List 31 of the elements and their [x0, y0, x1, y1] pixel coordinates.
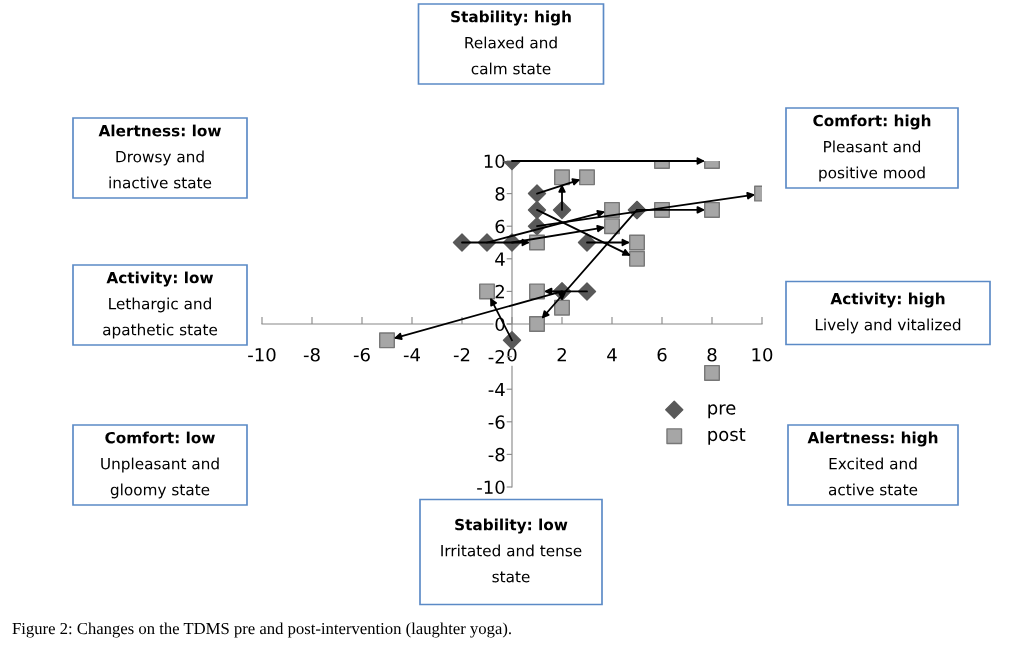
x-tick-label: -6	[353, 347, 370, 362]
legend-label: pre	[708, 404, 736, 419]
y-tick-label: -10	[477, 480, 505, 495]
y-tick-label: 10	[484, 154, 505, 169]
x-tick-label: 4	[607, 348, 617, 362]
x-tick-label: -4	[403, 348, 420, 362]
x-tick-label: 10	[752, 347, 773, 362]
x-tick-label: -8	[303, 347, 320, 362]
legend-label: post	[708, 428, 746, 445]
text: Stability: high Relaxed and calm state	[451, 10, 571, 75]
text: Alertness: high Excited and active state	[807, 431, 938, 496]
y-tick-label: -8	[488, 447, 505, 462]
y-tick-label: 2	[495, 284, 504, 299]
text: Activity: high Lively and vitalized	[815, 292, 961, 334]
y-tick-label: 6	[495, 219, 505, 234]
x-tick-label: 2	[557, 347, 566, 362]
text: Stability: low Irritated and tense state	[441, 518, 582, 583]
caption: Figure 2: Changes on the TDMS pre and post-intervention (laughter yoga).	[12, 622, 511, 638]
text: Activity: low Lethargic and apathetic state	[103, 271, 218, 339]
text: Comfort: high Pleasant and positive mood	[813, 114, 931, 182]
x-tick-label: 0	[507, 347, 517, 362]
y-tick-label: -6	[488, 415, 505, 429]
y-tick-label: 4	[495, 252, 505, 266]
x-tick-label: 6	[657, 347, 667, 362]
x-tick-label: 8	[707, 347, 717, 362]
x-tick-label: -2	[453, 347, 470, 362]
text: Alertness: low Drowsy and inactive state	[98, 124, 221, 189]
y-tick-label: -4	[488, 382, 505, 397]
y-tick-label: 8	[495, 187, 505, 201]
x-tick-label: -10	[248, 347, 276, 362]
text: Comfort: low Unpleasant and gloomy state	[101, 431, 219, 499]
